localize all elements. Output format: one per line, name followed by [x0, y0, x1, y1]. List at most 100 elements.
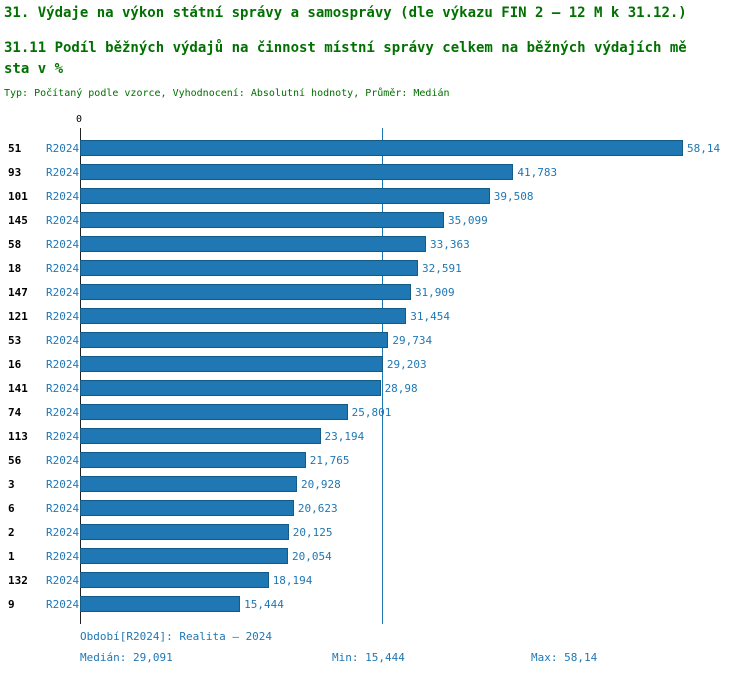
row-series-label: R2024 [46, 285, 80, 299]
row-category-label: 74 [8, 405, 22, 419]
row-series-label: R2024 [46, 405, 80, 419]
bar [80, 188, 490, 204]
bar [80, 452, 306, 468]
row-series-label: R2024 [46, 357, 80, 371]
chart-row: 141 R2024 28,98 [0, 376, 750, 400]
bar-value-label: 32,591 [422, 261, 462, 275]
x-axis-zero-label: 0 [76, 114, 83, 125]
bar-value-label: 28,98 [384, 381, 418, 395]
bar [80, 284, 411, 300]
bar-value-label: 15,444 [244, 597, 284, 611]
row-series-label: R2024 [46, 261, 80, 275]
chart-row: 147 R2024 31,909 [0, 280, 750, 304]
chart-row: 3 R2024 20,928 [0, 472, 750, 496]
subtitle-line-2: sta v % [4, 61, 64, 77]
row-series-label: R2024 [46, 237, 80, 251]
bar [80, 260, 419, 276]
bar-value-label: 23,194 [324, 429, 365, 443]
bar-value-label: 20,928 [301, 477, 341, 491]
bar-value-label: 35,099 [448, 213, 488, 227]
median-line [381, 128, 383, 624]
row-category-label: 121 [8, 309, 28, 323]
row-category-label: 2 [8, 525, 15, 539]
chart-row: 16 R2024 29,203 [0, 352, 750, 376]
bar-value-label: 41,783 [517, 165, 558, 179]
row-category-label: 16 [8, 357, 22, 371]
y-axis-line [80, 128, 81, 624]
row-category-label: 56 [8, 453, 22, 467]
row-category-label: 9 [8, 597, 15, 611]
bar-value-label: 29,734 [392, 333, 433, 347]
bar [80, 140, 683, 156]
bar [80, 308, 407, 324]
row-series-label: R2024 [46, 333, 80, 347]
bar-value-label: 18,194 [272, 573, 313, 587]
bar-value-label: 21,765 [309, 453, 350, 467]
row-series-label: R2024 [46, 573, 80, 587]
chart-row: 101 R2024 39,508 [0, 184, 750, 208]
chart-row: 1 R2024 20,054 [0, 544, 750, 568]
row-category-label: 101 [8, 189, 28, 203]
row-series-label: R2024 [46, 381, 80, 395]
bar-value-label: 31,909 [414, 285, 455, 299]
chart-row: 121 R2024 31,454 [0, 304, 750, 328]
bar [80, 476, 298, 492]
bar [80, 356, 383, 372]
row-series-label: R2024 [46, 429, 80, 443]
subtitle-line-1: 31.11 Podíl běžných výdajů na činnost mí… [4, 40, 687, 56]
row-category-label: 3 [8, 477, 15, 491]
bar [80, 380, 381, 396]
bar [80, 404, 348, 420]
chart-row: 9 R2024 15,444 [0, 592, 750, 616]
bar [80, 572, 269, 588]
chart-meta-line: Typ: Počítaný podle vzorce, Vyhodnocení:… [4, 88, 450, 99]
chart-rows: 51 R2024 58,14 93 R2024 41,783 101 R2024 39,508 1… [0, 136, 750, 616]
row-category-label: 93 [8, 165, 22, 179]
row-category-label: 53 [8, 333, 22, 347]
chart-row: 132 R2024 18,194 [0, 568, 750, 592]
report-subtitle: 31.11 Podíl běžných výdajů na činnost mí… [4, 38, 687, 80]
row-category-label: 132 [8, 573, 28, 587]
bar-value-label: 39,508 [493, 189, 534, 203]
row-series-label: R2024 [46, 453, 80, 467]
min-stat: Min: 15,444 [332, 651, 405, 664]
row-series-label: R2024 [46, 165, 80, 179]
bar-value-label: 25,801 [351, 405, 392, 419]
row-category-label: 51 [8, 141, 22, 155]
bar-value-label: 20,125 [292, 525, 333, 539]
chart-row: 93 R2024 41,783 [0, 160, 750, 184]
row-series-label: R2024 [46, 189, 80, 203]
chart-row: 58 R2024 33,363 [0, 232, 750, 256]
row-series-label: R2024 [46, 549, 80, 563]
chart-row: 6 R2024 20,623 [0, 496, 750, 520]
bar [80, 548, 288, 564]
chart-row: 145 R2024 35,099 [0, 208, 750, 232]
row-category-label: 113 [8, 429, 28, 443]
report-title: 31. Výdaje na výkon státní správy a samo… [4, 5, 687, 21]
bar [80, 164, 514, 180]
bar-value-label: 58,14 [687, 141, 721, 155]
row-series-label: R2024 [46, 477, 80, 491]
row-category-label: 1 [8, 549, 15, 563]
row-series-label: R2024 [46, 501, 80, 515]
bar [80, 524, 289, 540]
max-stat: Max: 58,14 [531, 651, 598, 664]
row-category-label: 141 [8, 381, 28, 395]
bar-value-label: 31,454 [410, 309, 450, 323]
bar [80, 212, 445, 228]
bar-value-label: 20,623 [297, 501, 338, 515]
chart-row: 56 R2024 21,765 [0, 448, 750, 472]
chart-row: 2 R2024 20,125 [0, 520, 750, 544]
bar-value-label: 29,203 [386, 357, 427, 371]
row-category-label: 58 [8, 237, 22, 251]
bar [80, 332, 389, 348]
median-stat: Medián: 29,091 [80, 651, 173, 664]
row-category-label: 147 [8, 285, 28, 299]
bar [80, 428, 321, 444]
row-category-label: 18 [8, 261, 22, 275]
bar-chart: 0 51 R2024 58,14 93 R2024 41,783 101 R2024 39,50… [0, 110, 750, 624]
chart-row: 18 R2024 32,591 [0, 256, 750, 280]
bar [80, 596, 241, 612]
chart-row: 113 R2024 23,194 [0, 424, 750, 448]
